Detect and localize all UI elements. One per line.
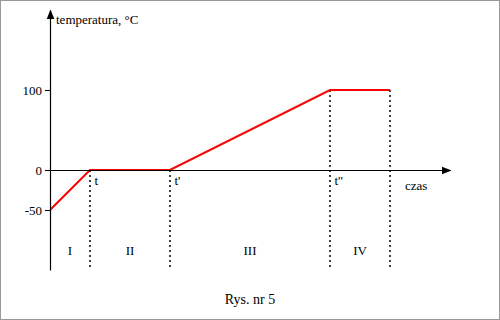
x-tick: t (91, 170, 99, 188)
y-tick-label: 100 (23, 83, 43, 98)
y-tick: 100 (23, 83, 51, 98)
plot-area (50, 90, 390, 270)
x-axis: t t' t'' (51, 170, 451, 188)
region-label: I (68, 243, 72, 258)
y-axis-title: temperatura, °C (56, 12, 138, 27)
data-line (50, 90, 390, 210)
caption: Rys. nr 5 (225, 292, 275, 307)
region-boundary (389, 90, 391, 270)
region-label: IV (353, 243, 367, 258)
region-label: III (244, 243, 257, 258)
region-labels: IIIIIIIV (68, 243, 368, 258)
y-axis-line (50, 11, 51, 271)
x-tick-label: t'' (335, 173, 343, 188)
region-boundary (169, 170, 171, 270)
y-tick: 0 (36, 163, 51, 178)
chart: tt't''-500100IIIIIIIVtemperatura, °Cczas… (0, 0, 500, 320)
region-label: II (126, 243, 135, 258)
y-tick-mark (45, 90, 50, 91)
region-boundary (89, 170, 91, 270)
x-tick: t'' (331, 170, 343, 188)
y-tick-mark (45, 170, 50, 171)
frame (1, 1, 500, 320)
y-tick-mark (45, 210, 50, 211)
x-tick-label: t (95, 173, 99, 188)
y-tick-label: -50 (25, 203, 42, 218)
x-axis-line (51, 170, 451, 171)
y-axis: -50 0 100 (23, 11, 51, 271)
region-boundary (329, 90, 331, 270)
x-tick: t' (171, 170, 181, 188)
x-axis-title: czas (405, 178, 427, 193)
x-tick-label: t' (175, 173, 181, 188)
y-tick: -50 (25, 203, 50, 218)
y-tick-label: 0 (36, 163, 43, 178)
